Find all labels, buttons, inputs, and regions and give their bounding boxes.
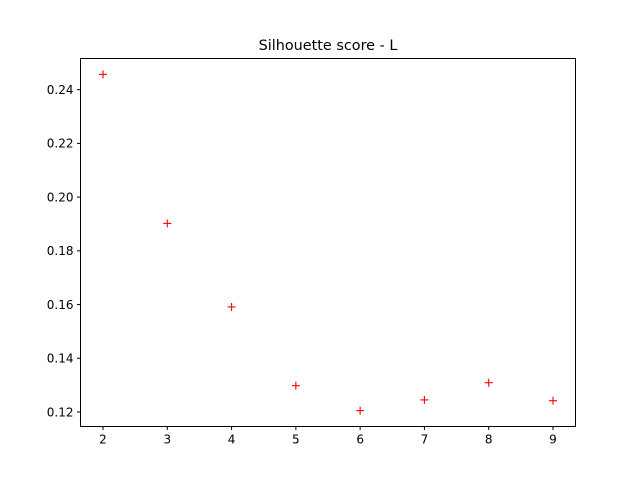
x-tick-label: 2 — [99, 433, 107, 447]
x-tick-label: 4 — [228, 433, 236, 447]
data-point — [356, 406, 365, 415]
x-axis: 2 3 4 5 6 7 8 9 — [99, 426, 557, 447]
plot-frame — [80, 58, 576, 427]
data-point — [99, 70, 107, 79]
y-tick-label: 0.20 — [47, 190, 74, 204]
x-tick-label: 9 — [549, 433, 557, 447]
y-tick-label: 0.14 — [47, 352, 74, 366]
data-points — [99, 70, 557, 415]
y-axis: 0.12 0.14 0.16 0.18 0.20 0.22 0.24 — [47, 83, 81, 419]
data-point — [291, 381, 300, 390]
y-tick-label: 0.12 — [47, 405, 74, 419]
x-tick-label: 3 — [163, 433, 171, 447]
data-point — [163, 219, 172, 228]
y-tick-label: 0.18 — [47, 244, 74, 258]
y-tick-label: 0.22 — [47, 137, 74, 151]
data-point — [227, 302, 236, 311]
data-point — [484, 378, 493, 387]
data-point — [420, 395, 429, 404]
x-tick-label: 7 — [421, 433, 429, 447]
x-tick-label: 5 — [292, 433, 300, 447]
data-point — [549, 396, 557, 405]
x-tick-label: 8 — [485, 433, 493, 447]
y-tick-label: 0.16 — [47, 298, 74, 312]
y-tick-label: 0.24 — [47, 83, 74, 97]
x-tick-label: 6 — [356, 433, 364, 447]
chart-title: Silhouette score - L — [259, 38, 398, 54]
